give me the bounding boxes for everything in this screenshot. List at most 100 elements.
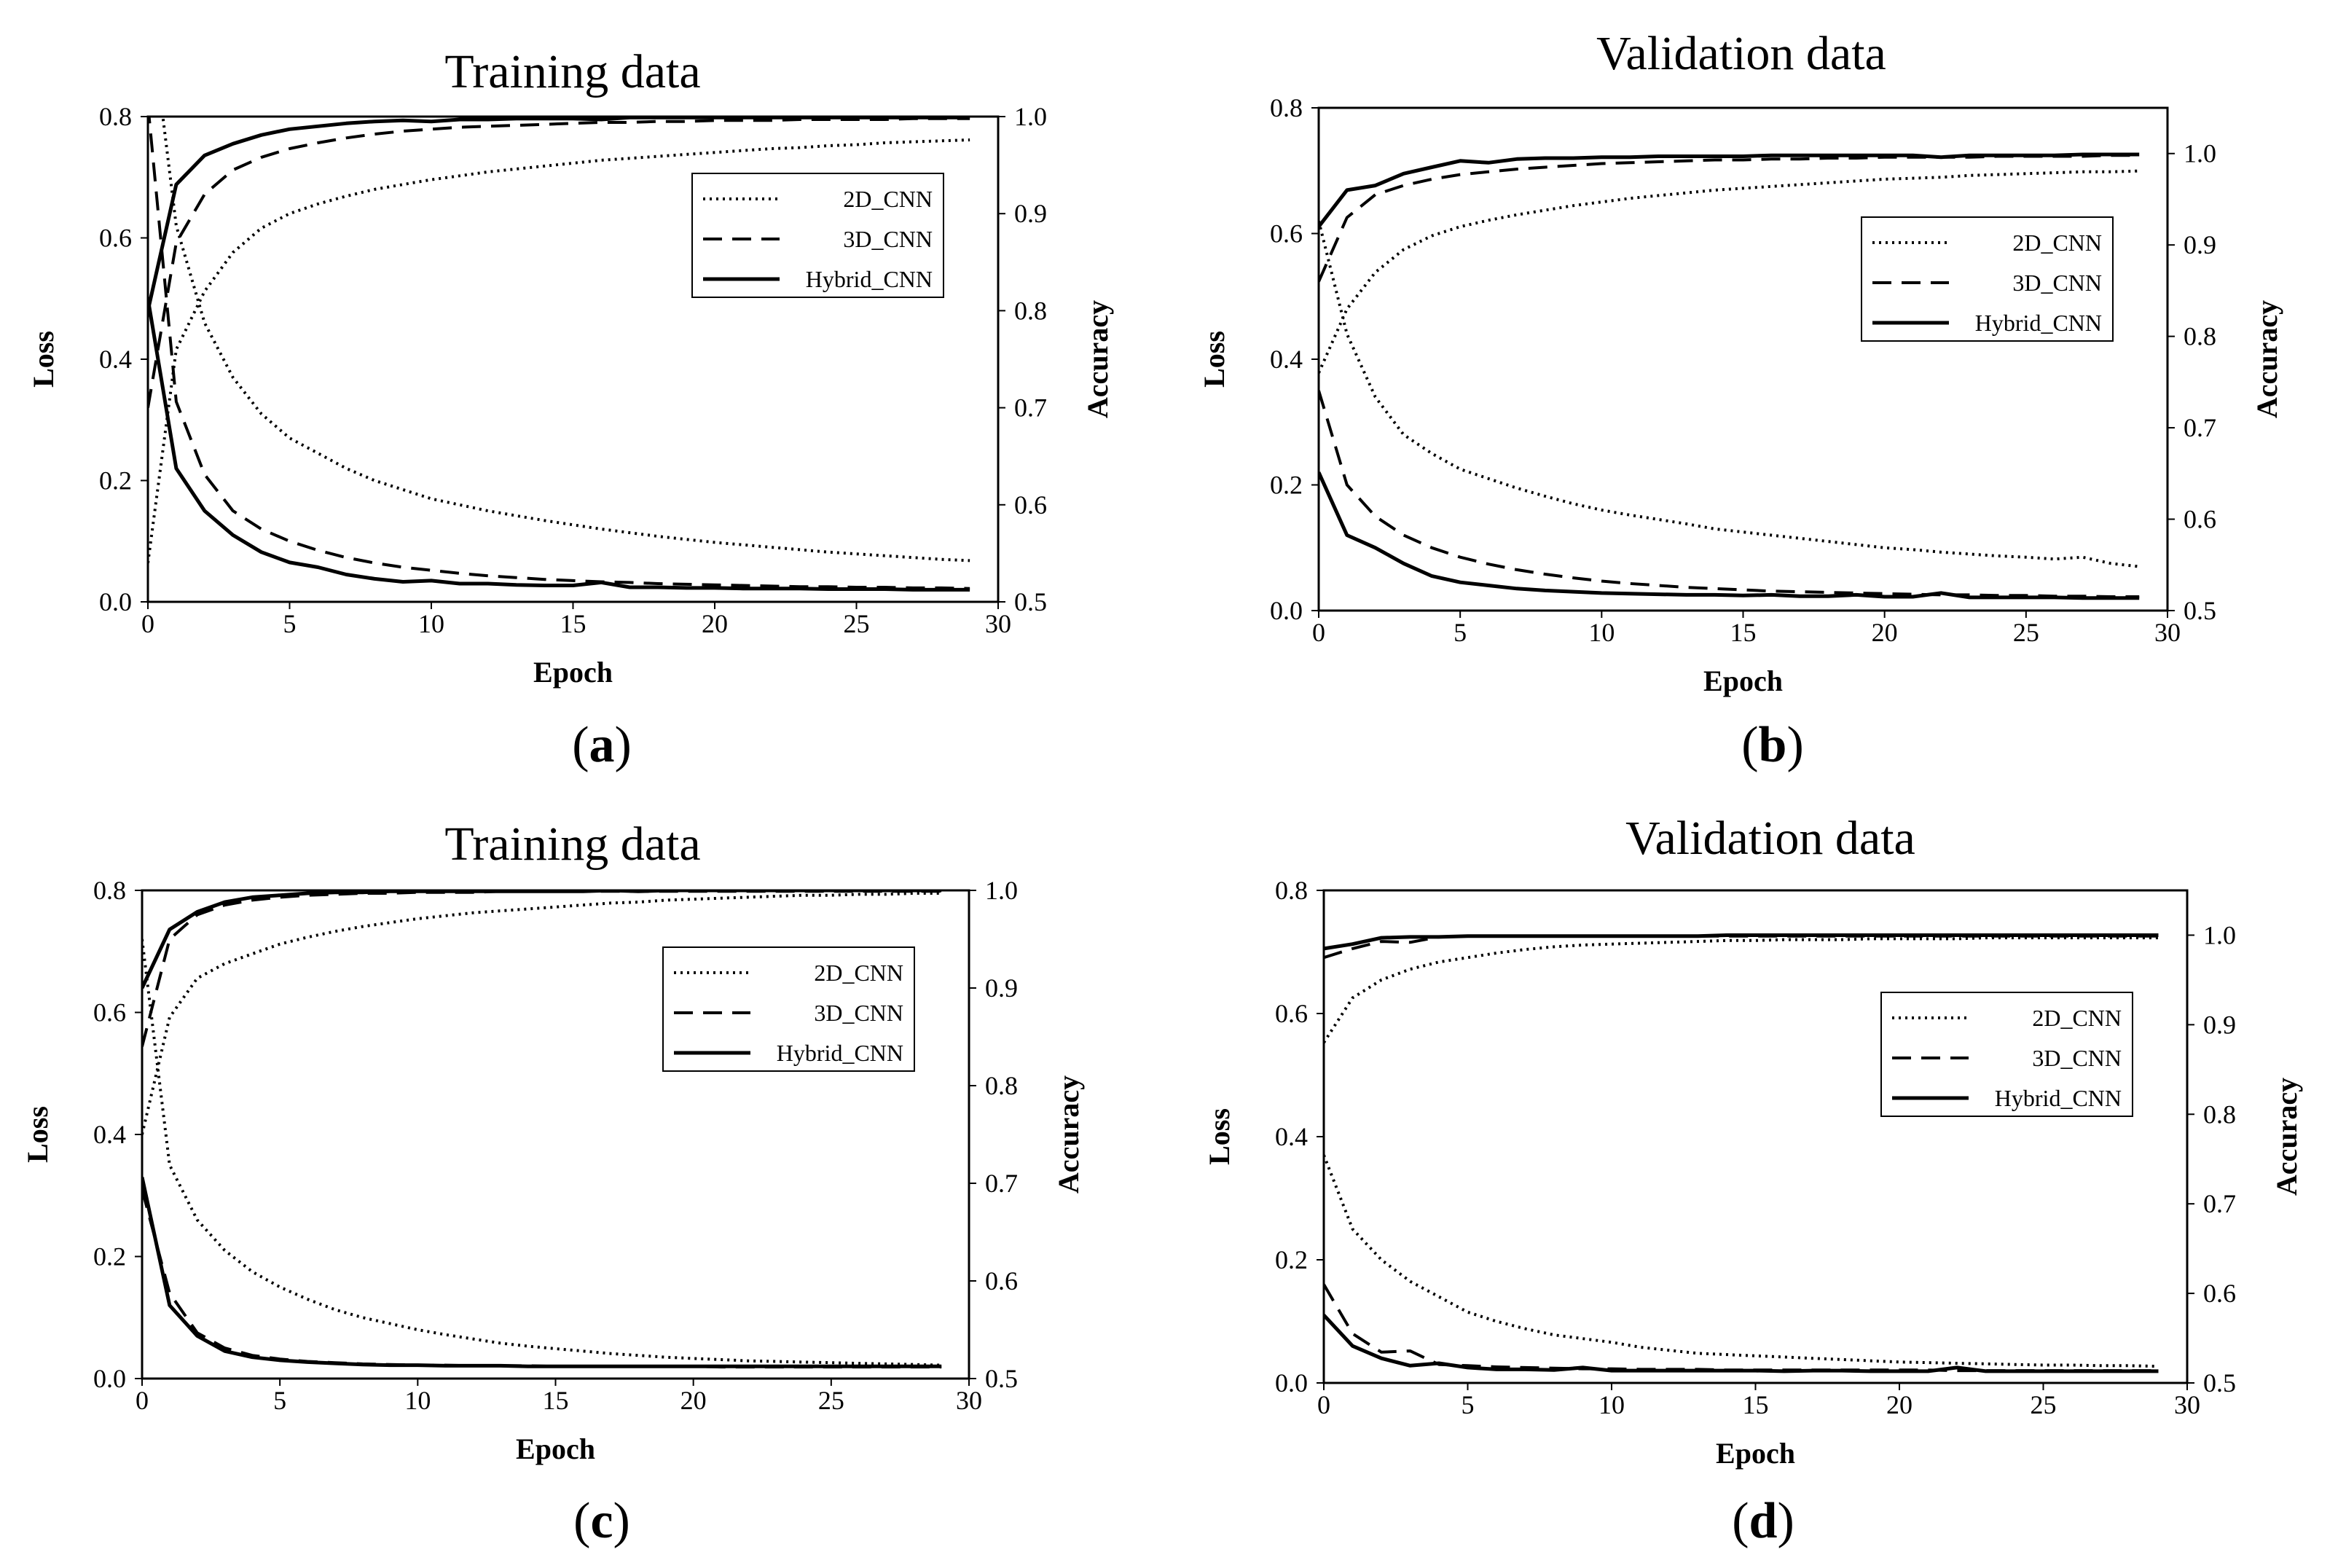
legend-label: 3D_CNN: [843, 226, 933, 252]
x-tick-label: 25: [2013, 618, 2039, 647]
y2-tick-label: 0.6: [2184, 505, 2216, 534]
panel-label-open-paren: (: [572, 717, 589, 773]
y2-tick-label: 0.9: [2203, 1010, 2236, 1039]
panel-label-letter: b: [1759, 717, 1787, 773]
y-tick-label: 0.6: [1270, 219, 1303, 248]
x-tick-label: 30: [2174, 1390, 2200, 1419]
series-2d-cnn-accuracy-line: [1319, 169, 2140, 374]
y2-tick-label: 0.6: [2203, 1279, 2236, 1308]
y2-tick-label: 0.7: [2184, 413, 2216, 442]
legend-label: Hybrid_CNN: [1995, 1085, 2122, 1111]
legend-label: 3D_CNN: [814, 1000, 903, 1026]
series-2d-cnn-loss-line: [161, 117, 970, 562]
y2-axis-label: Accuracy: [1081, 300, 1114, 418]
y2-axis-label: Accuracy: [1052, 1075, 1085, 1193]
y-tick-label: 0.2: [99, 466, 132, 495]
panel-label: (c): [573, 1493, 630, 1549]
x-tick-label: 15: [543, 1386, 569, 1415]
x-tick-label: 5: [283, 609, 297, 638]
y-tick-label: 0.4: [93, 1120, 126, 1149]
y2-tick-label: 0.6: [985, 1266, 1018, 1295]
series-3d-cnn-loss-line: [1324, 1283, 2159, 1373]
y2-tick-label: 0.5: [2203, 1368, 2236, 1398]
y-tick-label: 0.0: [99, 587, 132, 616]
x-axis-label: Epoch: [516, 1432, 595, 1465]
x-tick-label: 0: [1317, 1390, 1330, 1419]
series-hybrid-cnn-loss-line: [142, 1177, 942, 1368]
x-tick-label: 20: [680, 1386, 707, 1415]
x-tick-label: 5: [1462, 1390, 1475, 1419]
panel-label: (d): [1732, 1493, 1794, 1549]
chart-panel-b: Validation data 0 5 10 15 20 25 30 0.0 0.2 0.4 0.6 0…: [1198, 27, 2283, 773]
legend-box: [662, 946, 915, 1072]
y2-tick-label: 1.0: [985, 876, 1018, 905]
y2-tick-label: 1.0: [2203, 920, 2236, 949]
chart-title: Training data: [444, 45, 700, 98]
y-tick-label: 0.8: [1270, 93, 1303, 122]
x-tick-label: 10: [404, 1386, 431, 1415]
x-axis-label: Epoch: [1716, 1437, 1795, 1470]
legend: 2D_CNN 3D_CNN Hybrid_CNN: [1861, 216, 2114, 342]
y-tick-label: 0.6: [1275, 999, 1308, 1028]
y-tick-label: 0.4: [99, 345, 132, 374]
series-group: [1319, 152, 2140, 600]
series-2d-cnn-loss-line: [1324, 1154, 2159, 1368]
x-tick-label: 10: [1598, 1390, 1625, 1419]
x-tick-label: 5: [273, 1386, 286, 1415]
y-tick-label: 0.6: [93, 998, 126, 1027]
panel-label-open-paren: (: [1741, 717, 1758, 773]
y-tick-label: 0.8: [93, 876, 126, 905]
y-tick-label: 0.2: [1275, 1245, 1308, 1274]
x-tick-label: 5: [1454, 618, 1467, 647]
series-3d-cnn-loss-line: [148, 117, 970, 590]
legend-label: 3D_CNN: [2032, 1045, 2122, 1071]
y2-tick-label: 0.8: [2203, 1099, 2236, 1129]
series-hybrid-cnn-accuracy-line: [1324, 933, 2159, 951]
y2-axis-label: Accuracy: [2251, 300, 2283, 418]
y2-tick-label: 0.8: [985, 1071, 1018, 1100]
panel-label: (a): [572, 717, 632, 773]
y-tick-label: 0.8: [1275, 876, 1308, 905]
series-group: [1324, 933, 2159, 1373]
legend-label: 3D_CNN: [2012, 270, 2102, 296]
y2-tick-label: 0.8: [2184, 322, 2216, 351]
series-hybrid-cnn-loss-line: [148, 298, 970, 592]
chart-title: Validation data: [1625, 812, 1915, 865]
legend-label: 2D_CNN: [2032, 1005, 2122, 1031]
chart-panel-c: Training data 0 5 10 15 20 25 30 0.0 0.2 0.4 0.6 0.8…: [21, 818, 1085, 1549]
panel-label: (b): [1741, 717, 1804, 773]
x-tick-label: 25: [2031, 1390, 2057, 1419]
series-3d-cnn-accuracy-line: [1324, 934, 2159, 960]
y-axis-label: Loss: [21, 1106, 54, 1163]
legend-label: Hybrid_CNN: [777, 1040, 903, 1066]
legend-box: [1861, 216, 2114, 342]
y-tick-label: 0.4: [1275, 1122, 1308, 1151]
chart-title: Training data: [444, 818, 700, 871]
series-group: [148, 117, 970, 592]
y2-tick-label: 1.0: [2184, 139, 2216, 168]
panel-label-open-paren: (: [573, 1493, 590, 1549]
y-axis-label: Loss: [1198, 331, 1231, 388]
y2-tick-label: 0.9: [1014, 199, 1047, 228]
x-tick-label: 30: [2154, 618, 2181, 647]
panel-label-letter: c: [590, 1493, 613, 1549]
x-tick-label: 15: [1743, 1390, 1769, 1419]
x-tick-label: 20: [1872, 618, 1898, 647]
legend: 2D_CNN 3D_CNN Hybrid_CNN: [662, 946, 915, 1072]
y2-tick-label: 0.5: [2184, 596, 2216, 625]
x-tick-label: 15: [1730, 618, 1757, 647]
y2-tick-label: 0.7: [2203, 1189, 2236, 1218]
legend-label: 2D_CNN: [814, 960, 903, 986]
y2-tick-label: 0.5: [985, 1364, 1018, 1393]
y-tick-label: 0.8: [99, 102, 132, 131]
y-tick-label: 0.0: [1275, 1368, 1308, 1398]
chart-title: Validation data: [1596, 27, 1886, 80]
y2-tick-label: 0.7: [1014, 393, 1047, 423]
y-tick-label: 0.4: [1270, 345, 1303, 374]
y2-tick-label: 0.9: [2184, 230, 2216, 259]
y-tick-label: 0.0: [1270, 596, 1303, 625]
plot-frame: [1322, 889, 2189, 1384]
legend-label: 2D_CNN: [843, 186, 933, 212]
panel-label-open-paren: (: [1732, 1493, 1749, 1549]
